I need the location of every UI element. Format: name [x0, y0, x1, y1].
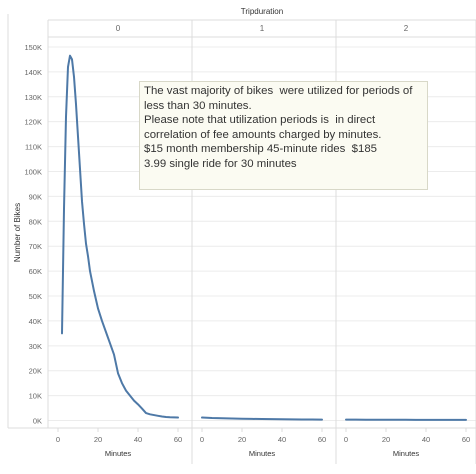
annotation-line: Please note that utilization periods is …	[144, 113, 423, 128]
y-tick-label: 30K	[29, 342, 42, 351]
y-tick-label: 140K	[24, 68, 42, 77]
x-tick-label: 40	[422, 435, 430, 444]
x-axis-title: Minutes	[393, 449, 420, 458]
y-tick-label: 90K	[29, 192, 42, 201]
x-axis-title: Minutes	[249, 449, 276, 458]
panel-header-label: 0	[116, 24, 121, 33]
annotation-line: less than 30 minutes.	[144, 99, 423, 114]
y-tick-label: 10K	[29, 392, 42, 401]
y-tick-label: 70K	[29, 242, 42, 251]
y-tick-label: 120K	[24, 118, 42, 127]
x-axis-title: Minutes	[105, 449, 132, 458]
annotation-line: correlation of fee amounts charged by mi…	[144, 128, 423, 143]
y-tick-label: 150K	[24, 43, 42, 52]
y-tick-label: 100K	[24, 167, 42, 176]
x-tick-label: 20	[94, 435, 102, 444]
x-tick-label: 60	[462, 435, 470, 444]
y-tick-label: 20K	[29, 367, 42, 376]
y-tick-label: 40K	[29, 317, 42, 326]
y-tick-label: 130K	[24, 93, 42, 102]
x-tick-label: 0	[56, 435, 60, 444]
x-tick-label: 60	[318, 435, 326, 444]
annotation-box: The vast majority of bikes were utilized…	[139, 81, 428, 190]
annotation-line: The vast majority of bikes were utilized…	[144, 84, 423, 99]
y-tick-label: 60K	[29, 267, 42, 276]
x-tick-label: 60	[174, 435, 182, 444]
y-tick-label: 110K	[25, 143, 42, 152]
x-tick-label: 40	[278, 435, 286, 444]
y-tick-label: 50K	[29, 292, 42, 301]
series-line	[202, 418, 322, 420]
y-tick-label: 80K	[29, 217, 42, 226]
x-tick-label: 20	[382, 435, 390, 444]
x-tick-label: 0	[344, 435, 348, 444]
x-tick-label: 0	[200, 435, 204, 444]
panel-header-label: 2	[404, 24, 409, 33]
column-header-title: Tripduration	[241, 7, 283, 16]
panel-header-label: 1	[260, 24, 265, 33]
x-tick-label: 20	[238, 435, 246, 444]
y-tick-label: 0K	[33, 417, 42, 426]
annotation-line: $15 month membership 45-minute rides $18…	[144, 142, 423, 157]
annotation-line: 3.99 single ride for 30 minutes	[144, 157, 423, 172]
y-axis-label: Number of Bikes	[13, 203, 22, 262]
x-tick-label: 40	[134, 435, 142, 444]
